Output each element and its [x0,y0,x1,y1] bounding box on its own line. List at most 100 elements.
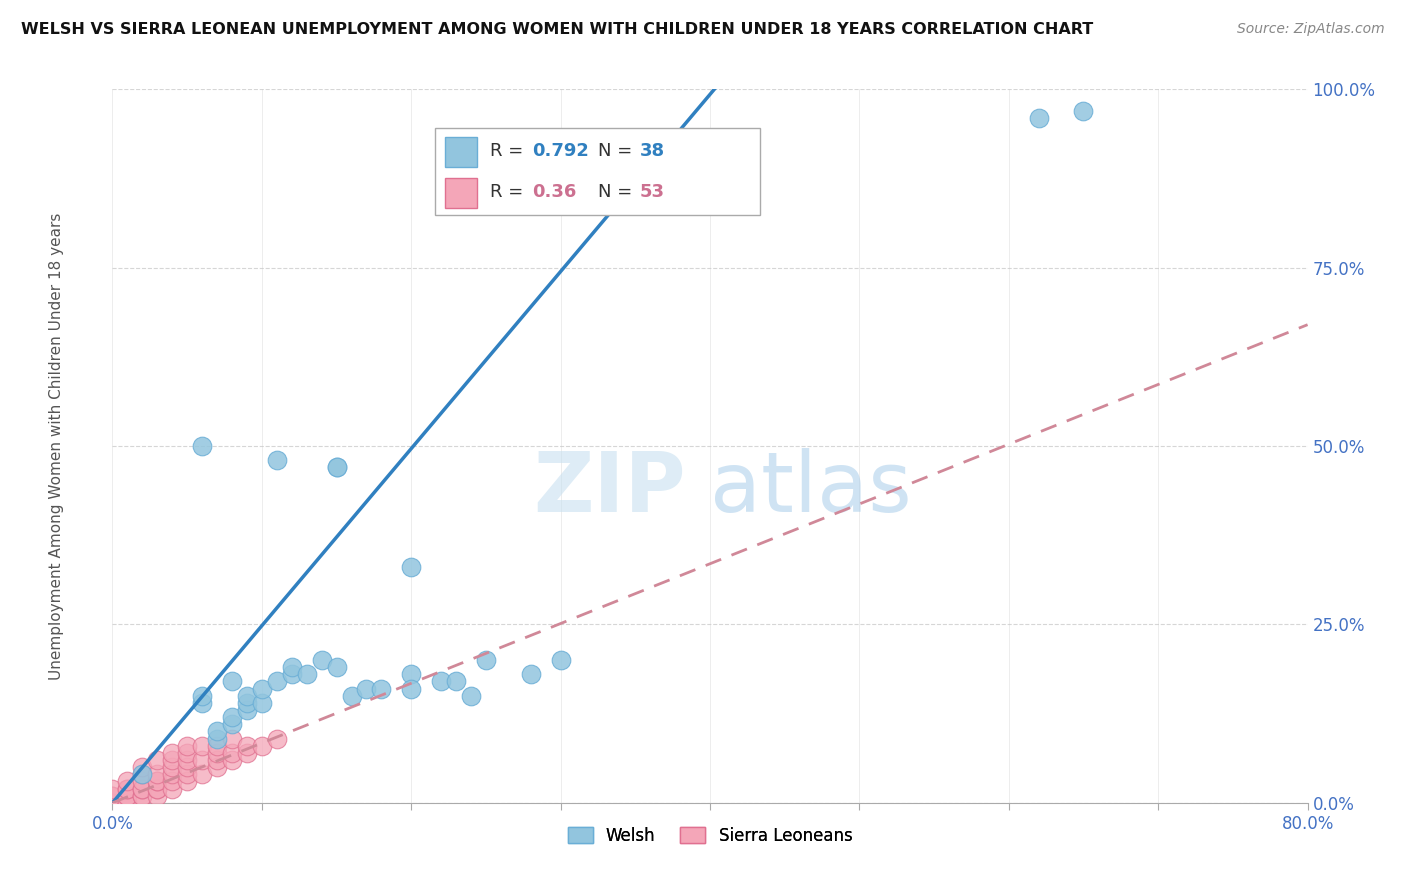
Legend: Welsh, Sierra Leoneans: Welsh, Sierra Leoneans [561,821,859,852]
Point [356,681,378,696]
Text: R =: R = [491,142,529,160]
Point [340,689,363,703]
Point [430,674,453,689]
Point [191,753,214,767]
Point [176,739,198,753]
Point [205,760,228,774]
Point [162,767,183,781]
Point [101,781,124,796]
Point [325,460,347,475]
Point [221,710,243,724]
Text: 53: 53 [640,183,665,201]
Point [444,674,467,689]
Point [221,674,243,689]
Point [117,796,139,810]
Point [117,789,139,803]
Point [205,724,228,739]
Point [162,781,183,796]
Text: atlas: atlas [710,449,911,529]
Point [176,774,198,789]
Point [1028,111,1050,125]
Point [325,660,347,674]
Point [117,796,139,810]
Point [162,760,183,774]
Point [205,753,228,767]
Point [176,767,198,781]
Point [370,681,392,696]
Point [205,746,228,760]
Text: N =: N = [598,142,637,160]
Point [191,696,214,710]
Point [101,796,124,810]
Point [176,746,198,760]
Text: N =: N = [598,183,637,201]
Point [146,789,169,803]
Point [131,760,153,774]
Point [162,753,183,767]
Point [117,781,139,796]
Point [325,460,347,475]
Text: R =: R = [491,183,529,201]
Point [295,667,318,681]
Point [401,681,423,696]
FancyBboxPatch shape [444,178,477,208]
Point [146,774,169,789]
Point [401,667,423,681]
Point [101,796,124,810]
Point [176,760,198,774]
Point [146,767,169,781]
Point [550,653,572,667]
Point [266,674,288,689]
Point [520,667,543,681]
FancyBboxPatch shape [434,128,761,215]
Point [475,653,498,667]
Point [1073,103,1095,118]
Point [176,753,198,767]
Text: 38: 38 [640,142,665,160]
Point [131,789,153,803]
Point [117,789,139,803]
Point [266,453,288,467]
Point [401,560,423,574]
Point [205,739,228,753]
Point [281,667,304,681]
Point [250,739,273,753]
Point [146,781,169,796]
Point [221,731,243,746]
Point [191,767,214,781]
Text: ZIP: ZIP [534,449,686,529]
Point [250,696,273,710]
Point [117,781,139,796]
Point [162,746,183,760]
Point [236,689,259,703]
Point [131,781,153,796]
Point [221,746,243,760]
Text: Unemployment Among Women with Children Under 18 years: Unemployment Among Women with Children U… [49,212,63,680]
Point [146,774,169,789]
Point [131,767,153,781]
Point [236,696,259,710]
Point [131,789,153,803]
Point [236,739,259,753]
Point [191,739,214,753]
Point [191,689,214,703]
Point [250,681,273,696]
Text: 0.36: 0.36 [533,183,576,201]
Point [131,781,153,796]
Point [221,753,243,767]
Point [101,789,124,803]
Point [311,653,333,667]
Point [117,774,139,789]
Point [221,717,243,731]
Text: Source: ZipAtlas.com: Source: ZipAtlas.com [1237,22,1385,37]
Point [191,439,214,453]
Point [101,789,124,803]
Point [205,731,228,746]
Point [266,731,288,746]
Point [162,774,183,789]
Text: 0.792: 0.792 [533,142,589,160]
Text: WELSH VS SIERRA LEONEAN UNEMPLOYMENT AMONG WOMEN WITH CHILDREN UNDER 18 YEARS CO: WELSH VS SIERRA LEONEAN UNEMPLOYMENT AMO… [21,22,1094,37]
Point [236,703,259,717]
Point [236,746,259,760]
Point [131,774,153,789]
